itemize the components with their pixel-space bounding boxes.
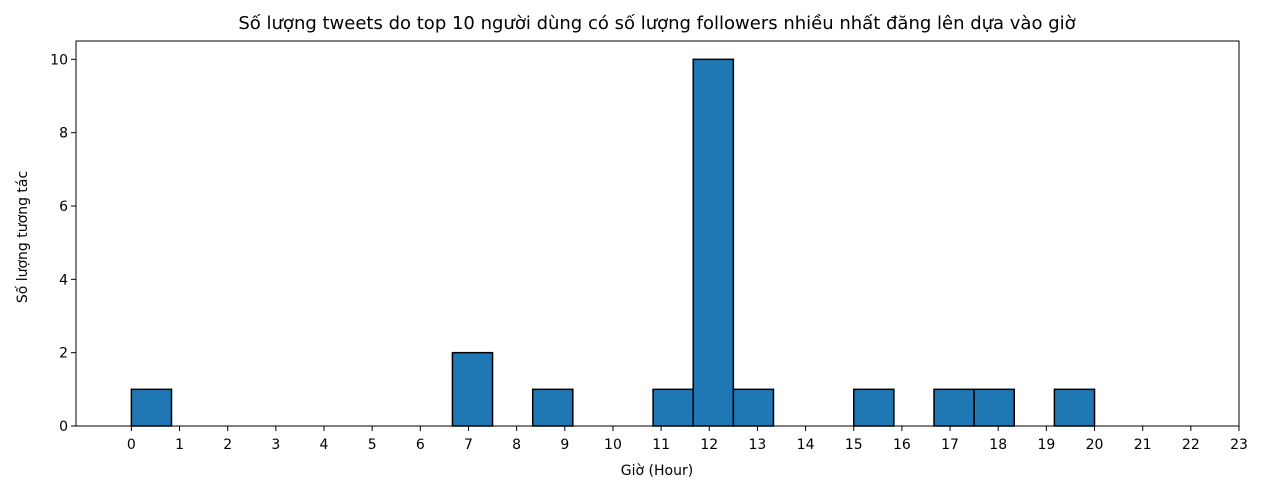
x-tick-label: 22 — [1182, 437, 1200, 453]
x-tick-label: 21 — [1134, 437, 1152, 453]
y-tick-label: 6 — [59, 199, 68, 215]
x-tick-label: 5 — [368, 437, 377, 453]
plot-frame — [75, 40, 1240, 427]
x-tick-label: 0 — [127, 437, 136, 453]
x-tick-label: 8 — [512, 437, 521, 453]
y-tick-label: 0 — [59, 419, 68, 435]
x-tick-label: 14 — [797, 437, 815, 453]
x-tick-label: 2 — [223, 437, 232, 453]
chart-title: Số lượng tweets do top 10 người dùng có … — [238, 13, 1075, 34]
histogram-bar — [973, 388, 1016, 427]
x-tick-label: 16 — [893, 437, 911, 453]
x-tick-label: 20 — [1086, 437, 1104, 453]
y-tick-label: 2 — [59, 346, 68, 362]
x-tick-label: 9 — [560, 437, 569, 453]
x-tick-label: 1 — [175, 437, 184, 453]
histogram-bar — [852, 388, 895, 427]
histogram-bar — [652, 388, 694, 427]
x-tick-label: 4 — [320, 437, 329, 453]
x-tick-label: 17 — [941, 437, 959, 453]
y-axis-label: Số lượng tương tác — [14, 171, 31, 303]
histogram-bar — [451, 351, 494, 427]
x-tick-label: 23 — [1230, 437, 1248, 453]
x-tick-label: 10 — [604, 437, 622, 453]
histogram-bar — [933, 388, 975, 427]
x-tick-label: 7 — [464, 437, 473, 453]
x-tick-label: 15 — [845, 437, 863, 453]
x-tick-label: 18 — [989, 437, 1007, 453]
x-tick-label: 12 — [700, 437, 718, 453]
histogram-bar — [130, 388, 173, 427]
histogram-bar — [531, 388, 574, 427]
x-tick-label: 6 — [416, 437, 425, 453]
histogram-bar — [692, 58, 735, 427]
x-tick-label: 13 — [749, 437, 767, 453]
plot-area: 0 1 2 3 4 5 6 7 8 9 10 11 12 13 14 15 16 17 18 19 20 21 22 2302… — [50, 40, 1248, 453]
x-tick-label: 3 — [271, 437, 280, 453]
histogram-bar — [1053, 388, 1096, 427]
histogram-bar — [732, 388, 775, 427]
x-tick-label: 11 — [652, 437, 670, 453]
y-tick-label: 4 — [59, 272, 68, 288]
y-tick-label: 10 — [50, 52, 68, 68]
x-axis-label: Giờ (Hour) — [621, 463, 693, 479]
y-tick-label: 8 — [59, 126, 68, 142]
x-tick-label: 19 — [1037, 437, 1055, 453]
